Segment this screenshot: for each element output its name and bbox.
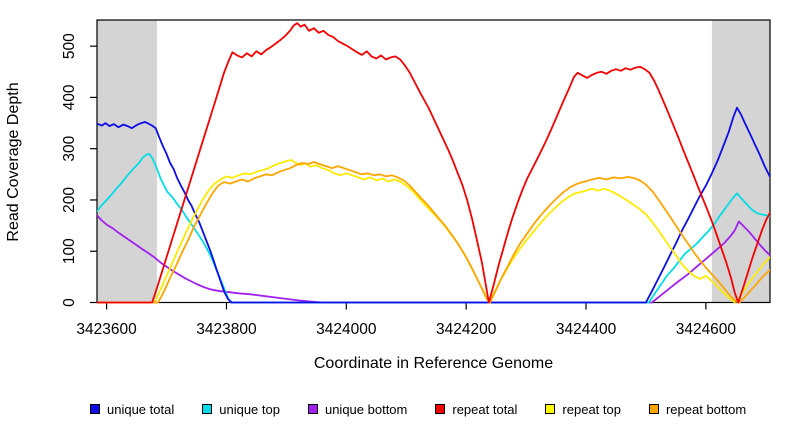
legend-label: repeat bottom: [665, 401, 747, 417]
y-tick-label: 300: [61, 135, 78, 161]
legend-label: repeat total: [452, 401, 518, 417]
repeat-bottom-line: [97, 161, 770, 304]
legend-swatch-icon: [90, 404, 100, 414]
y-tick-label: 100: [61, 238, 78, 264]
unique-total-line: [97, 106, 770, 304]
x-tick-label: 3424400: [556, 321, 617, 338]
x-tick-label: 3424600: [676, 321, 737, 338]
x-tick-label: 3423800: [196, 321, 257, 338]
plot-border: [96, 19, 771, 304]
y-tick-label: 500: [61, 33, 78, 59]
legend-swatch-icon: [202, 404, 213, 414]
right-gray-band: [711, 20, 770, 303]
unique-top-line: [97, 152, 770, 304]
x-tick-label: 3424200: [436, 321, 497, 338]
legend-item-repeat-top: repeat top: [545, 402, 621, 417]
legend-item-repeat-bottom: repeat bottom: [648, 401, 747, 417]
x-tick-label: 3423600: [76, 321, 137, 338]
y-tick-label: 200: [61, 187, 78, 213]
repeat-top-line: [97, 159, 770, 304]
y-axis-title: Read Coverage Depth: [5, 82, 22, 242]
legend-item-unique-top: unique top: [202, 402, 280, 417]
y-tick-label: 400: [61, 84, 78, 110]
legend-swatch-icon: [307, 404, 318, 414]
legend-label: unique total: [107, 401, 175, 417]
legend-label: unique bottom: [324, 401, 408, 417]
repeat-total-line: [97, 22, 770, 304]
legend-label: unique top: [219, 401, 280, 417]
legend-item-unique-bottom: unique bottom: [307, 401, 408, 417]
legend-swatch-icon: [545, 404, 556, 414]
unique-bottom-line: [97, 214, 770, 304]
legend-label: repeat top: [562, 401, 621, 417]
y-tick-label: 0: [61, 298, 78, 307]
left-gray-band: [97, 20, 157, 303]
legend-item-repeat-total: repeat total: [435, 402, 517, 417]
x-tick-label: 3424000: [316, 321, 377, 338]
legend-item-unique-total: unique total: [90, 402, 174, 417]
legend: unique total unique top unique bottom repea…: [90, 400, 770, 418]
legend-swatch-icon: [435, 404, 446, 414]
legend-swatch-icon: [648, 404, 659, 414]
x-axis-title: Coordinate in Reference Genome: [313, 355, 554, 372]
